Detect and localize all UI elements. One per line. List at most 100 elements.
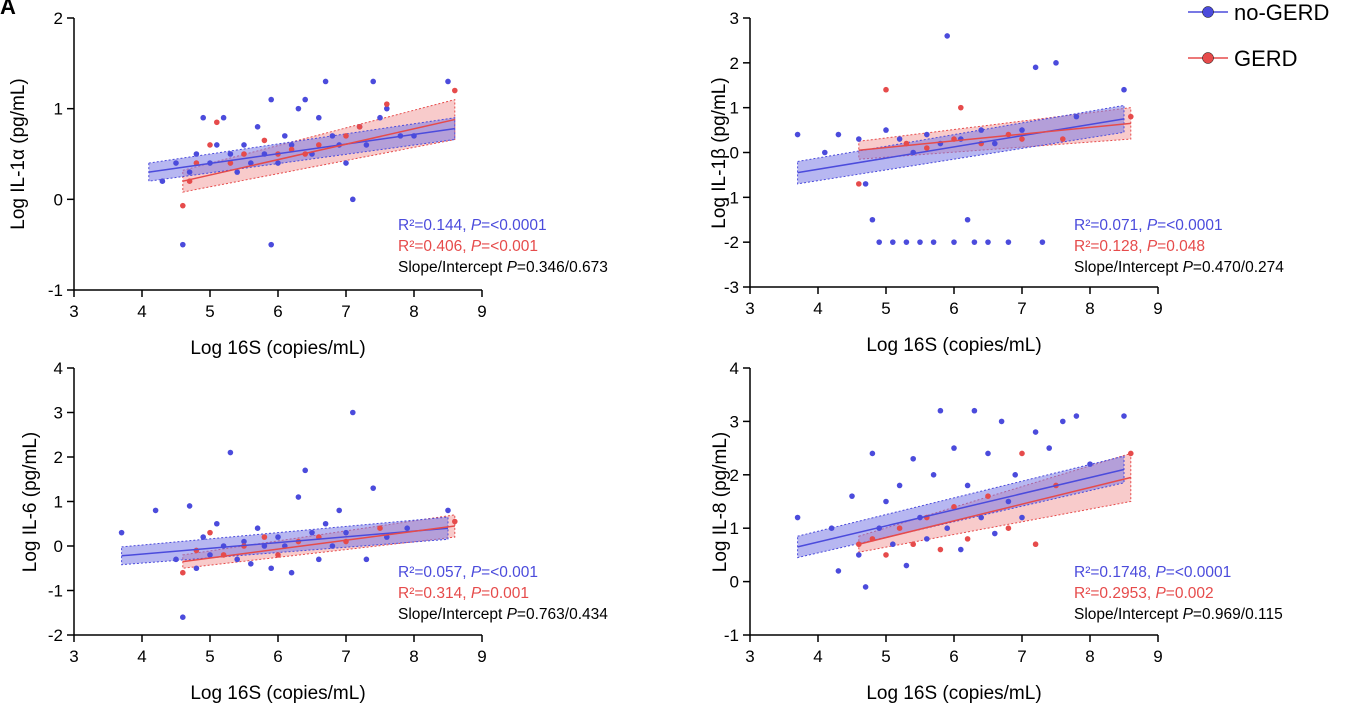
x-axis-label: Log 16S (copies/mL) <box>190 338 365 359</box>
y-tick-label: -3 <box>724 278 739 297</box>
point-no-gerd <box>1019 127 1025 133</box>
y-tick-label: 2 <box>54 9 63 28</box>
point-no-gerd <box>903 562 910 569</box>
point-no-gerd <box>985 450 991 457</box>
point-no-gerd <box>794 514 801 521</box>
point-no-gerd <box>268 96 275 103</box>
x-tick-label: 7 <box>341 302 350 321</box>
point-no-gerd <box>227 449 234 456</box>
x-tick-label: 7 <box>341 647 350 666</box>
point-no-gerd <box>971 407 978 414</box>
point-no-gerd <box>883 127 889 133</box>
y-tick-label: 4 <box>54 359 63 378</box>
point-gerd <box>896 525 903 531</box>
point-gerd <box>275 552 281 558</box>
stat-line-2: R²=0.406, P=<0.001 <box>398 238 538 255</box>
point-no-gerd <box>268 241 275 248</box>
point-no-gerd <box>370 78 377 85</box>
point-no-gerd <box>835 131 842 138</box>
y-tick-label: 1 <box>730 519 739 538</box>
point-no-gerd <box>822 149 828 156</box>
point-no-gerd <box>944 525 950 531</box>
point-no-gerd <box>302 467 309 474</box>
x-axis-label: Log 16S (copies/mL) <box>190 683 365 704</box>
point-no-gerd <box>295 105 302 112</box>
point-no-gerd <box>1012 472 1018 478</box>
point-gerd <box>1060 136 1066 142</box>
point-no-gerd <box>890 541 896 548</box>
legend-item-gerd: GERD <box>1188 46 1298 71</box>
point-no-gerd <box>876 239 882 245</box>
point-no-gerd <box>869 216 876 223</box>
point-no-gerd <box>1046 445 1052 451</box>
point-no-gerd <box>363 556 370 563</box>
point-gerd <box>883 86 889 93</box>
point-gerd <box>207 142 213 148</box>
point-no-gerd <box>200 114 206 121</box>
point-no-gerd <box>1087 461 1093 467</box>
point-no-gerd <box>883 498 889 505</box>
point-no-gerd <box>404 525 411 531</box>
point-gerd <box>180 202 186 209</box>
point-no-gerd <box>234 556 240 563</box>
x-tick-label: 8 <box>409 647 418 666</box>
point-gerd <box>356 124 363 130</box>
fit-line-no-gerd <box>121 527 449 557</box>
point-no-gerd <box>445 507 451 514</box>
stat-line-1: R²=0.144, P=<0.0001 <box>398 217 547 234</box>
point-no-gerd <box>180 241 186 248</box>
y-tick-label: 4 <box>730 359 739 378</box>
point-gerd <box>180 569 186 576</box>
point-no-gerd <box>282 133 288 139</box>
stat-line-2: R²=0.2953, P=0.002 <box>1074 585 1214 602</box>
point-gerd <box>316 142 322 148</box>
x-axis-label: Log 16S (copies/mL) <box>866 683 1041 704</box>
point-gerd <box>924 145 930 151</box>
point-no-gerd <box>118 529 125 536</box>
point-no-gerd <box>288 569 295 576</box>
point-no-gerd <box>869 450 876 457</box>
y-tick-label: 2 <box>54 448 63 467</box>
point-gerd <box>241 151 247 157</box>
point-no-gerd <box>173 160 179 166</box>
point-no-gerd <box>248 160 254 166</box>
point-no-gerd <box>254 124 261 130</box>
y-tick-label: -2 <box>724 233 739 252</box>
point-no-gerd <box>275 160 281 166</box>
point-gerd <box>985 493 991 499</box>
x-tick-label: 4 <box>813 299 822 318</box>
point-no-gerd <box>227 151 234 157</box>
point-no-gerd <box>445 78 451 85</box>
point-no-gerd <box>849 493 855 499</box>
point-no-gerd <box>350 409 356 416</box>
point-gerd <box>207 529 213 536</box>
x-tick-label: 5 <box>205 647 214 666</box>
y-tick-label: 1 <box>54 100 63 119</box>
point-no-gerd <box>856 136 862 142</box>
point-no-gerd <box>316 556 322 563</box>
point-no-gerd <box>152 507 159 514</box>
point-no-gerd <box>1060 418 1066 425</box>
point-no-gerd <box>248 561 254 567</box>
x-tick-label: 9 <box>1153 647 1162 666</box>
fit-line-no-gerd <box>148 127 455 173</box>
point-gerd <box>261 534 268 540</box>
panel-3: -2 -1 0 1 2 3 4 3 4 5 6 7 8 9 Log 16S (copies/mL) Log I… <box>20 359 608 704</box>
stat-line-1: R²=0.1748, P=<0.0001 <box>1074 564 1231 581</box>
point-no-gerd <box>275 534 281 540</box>
point-gerd <box>1032 541 1039 548</box>
legend-label: GERD <box>1234 46 1298 71</box>
point-no-gerd <box>241 538 247 545</box>
point-no-gerd <box>1121 413 1127 419</box>
point-no-gerd <box>1005 239 1012 245</box>
point-no-gerd <box>343 529 349 536</box>
legend-item-no-gerd: no-GERD <box>1188 0 1329 25</box>
point-no-gerd <box>1039 239 1046 245</box>
point-gerd <box>343 133 349 139</box>
point-no-gerd <box>193 151 200 157</box>
point-no-gerd <box>322 520 329 527</box>
y-tick-label: -1 <box>724 626 739 645</box>
fit-line-gerd <box>182 118 455 182</box>
point-no-gerd <box>329 133 336 139</box>
